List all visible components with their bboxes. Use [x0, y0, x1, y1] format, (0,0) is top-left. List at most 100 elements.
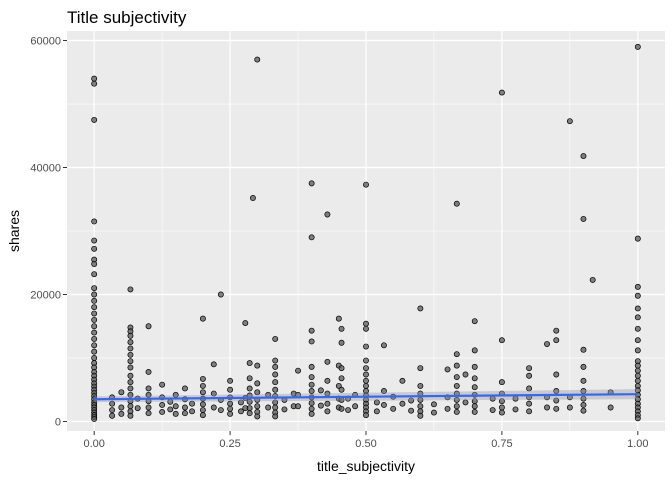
data-point	[498, 379, 505, 386]
data-point	[453, 382, 460, 389]
data-point	[91, 342, 98, 349]
data-point	[272, 404, 279, 411]
data-point	[471, 318, 478, 325]
data-point	[634, 362, 641, 369]
data-point	[182, 410, 188, 417]
data-point	[308, 363, 315, 370]
data-point	[109, 412, 116, 419]
data-point	[246, 405, 253, 412]
data-point	[145, 404, 152, 411]
data-point	[317, 402, 324, 409]
data-point	[526, 385, 533, 392]
major-gridlines	[67, 31, 665, 431]
data-point	[210, 390, 217, 397]
data-point	[127, 358, 134, 365]
data-point	[272, 357, 279, 364]
data-point	[471, 409, 478, 415]
data-point	[272, 379, 279, 386]
data-point	[580, 346, 587, 353]
data-point	[453, 403, 460, 410]
data-point	[109, 407, 116, 413]
data-point	[134, 405, 141, 412]
data-point	[634, 305, 641, 312]
data-point	[308, 327, 315, 334]
data-point	[373, 399, 380, 406]
data-point	[127, 364, 134, 371]
data-point	[159, 409, 166, 415]
data-point	[182, 404, 188, 411]
data-point	[634, 415, 641, 422]
data-point	[431, 401, 437, 408]
data-point	[91, 316, 98, 323]
data-point	[634, 283, 641, 290]
data-point	[526, 408, 533, 415]
data-point	[210, 404, 217, 411]
data-point	[399, 377, 406, 384]
data-point	[199, 401, 206, 408]
data-point	[338, 375, 345, 382]
data-point	[308, 374, 315, 380]
data-point	[91, 355, 98, 361]
data-point	[453, 374, 460, 380]
data-point	[453, 351, 460, 358]
x-tick-label: 0.50	[355, 438, 376, 450]
data-point	[634, 367, 641, 374]
data-point	[91, 348, 98, 355]
data-point	[127, 345, 134, 352]
data-point	[363, 382, 369, 389]
data-point	[91, 310, 98, 317]
data-point	[580, 402, 587, 408]
data-point	[145, 369, 152, 375]
data-point	[498, 89, 505, 96]
x-tick-label: 0.00	[83, 438, 104, 450]
data-point	[199, 382, 206, 389]
data-point	[308, 410, 315, 417]
data-point	[91, 415, 98, 422]
y-axis-title: shares	[6, 210, 22, 252]
data-point	[444, 366, 451, 373]
data-point	[308, 400, 315, 407]
data-point	[254, 362, 261, 369]
data-point	[417, 403, 424, 410]
data-point	[634, 314, 641, 321]
data-point	[380, 388, 387, 394]
data-point	[127, 379, 134, 386]
data-point	[471, 363, 478, 370]
data-point	[589, 276, 596, 283]
data-point	[172, 403, 179, 410]
data-point	[91, 261, 98, 267]
data-point	[363, 325, 369, 332]
y-tick-label: 20000	[30, 289, 61, 301]
x-axis: 0.00 0.25 0.50 0.75 1.00	[83, 431, 649, 450]
y-tick-label: 0	[55, 416, 61, 428]
data-point	[544, 341, 550, 347]
data-point	[553, 327, 560, 334]
data-point	[91, 335, 98, 342]
data-point	[363, 377, 369, 384]
data-point	[91, 218, 98, 225]
data-point	[145, 410, 152, 417]
data-point	[498, 337, 505, 344]
data-point	[159, 402, 166, 408]
data-point	[254, 56, 261, 63]
data-point	[324, 377, 331, 384]
data-point	[338, 339, 345, 346]
data-point	[172, 410, 179, 417]
data-point	[91, 271, 98, 278]
data-point	[246, 375, 253, 382]
data-point	[199, 375, 206, 382]
data-point	[634, 372, 641, 379]
data-point	[127, 351, 134, 358]
x-tick-label: 1.00	[627, 438, 648, 450]
data-point	[471, 403, 478, 410]
y-tick-label: 60000	[30, 36, 61, 48]
data-point	[238, 399, 244, 406]
data-point	[199, 407, 206, 413]
data-point	[242, 320, 249, 327]
data-point	[227, 400, 234, 407]
data-point	[227, 377, 234, 384]
data-point	[118, 404, 125, 411]
data-point	[345, 407, 352, 413]
data-point	[462, 371, 469, 378]
data-point	[399, 400, 406, 407]
